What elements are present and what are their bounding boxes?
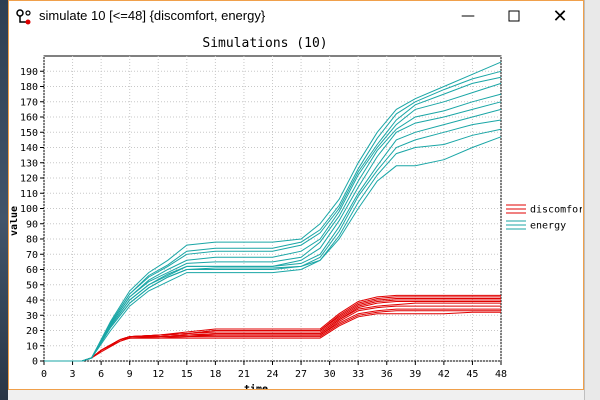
x-tick-label: 42: [438, 369, 450, 380]
discomfort-series-line: [44, 310, 501, 362]
chart-area: Simulations (10) 0 3 6 9 12 15 18 21 24 27 30 33 36 3…: [9, 31, 590, 395]
axes: 0 3 6 9 12 15 18 21 24 27 30 33 36 39 42 45 480102030405…: [20, 67, 507, 380]
energy-series-line: [44, 61, 502, 362]
background-window-edge: [584, 0, 600, 400]
y-tick-label: 160: [20, 113, 38, 124]
y-tick-label: 90: [26, 219, 38, 230]
x-tick-label: 0: [41, 369, 47, 380]
x-tick-label: 45: [466, 369, 478, 380]
y-axis-label: value: [10, 206, 20, 236]
y-tick-label: 150: [20, 128, 38, 139]
x-tick-label: 36: [381, 369, 393, 380]
x-tick-label: 12: [152, 369, 164, 380]
maximize-button[interactable]: [491, 1, 537, 31]
y-tick-label: 60: [26, 265, 38, 276]
app-icon: [16, 9, 31, 25]
x-tick-label: 30: [324, 369, 336, 380]
y-tick-label: 190: [20, 67, 38, 78]
x-tick-label: 33: [352, 369, 364, 380]
window-title: simulate 10 [<=48] {discomfort, energy}: [39, 8, 266, 23]
simulation-chart: Simulations (10) 0 3 6 9 12 15 18 21 24 27 30 33 36 3…: [9, 36, 590, 395]
title-bar[interactable]: simulate 10 [<=48] {discomfort, energy} …: [9, 1, 583, 31]
x-tick-label: 15: [181, 369, 193, 380]
x-tick-label: 27: [295, 369, 307, 380]
y-tick-label: 0: [32, 357, 38, 368]
legend-label-energy: energy: [530, 221, 566, 232]
x-tick-label: 9: [127, 369, 133, 380]
y-tick-label: 30: [26, 311, 38, 322]
energy-series-line: [44, 70, 502, 362]
y-tick-label: 50: [26, 280, 38, 291]
y-tick-label: 170: [20, 97, 38, 108]
y-tick-label: 40: [26, 296, 38, 307]
x-tick-label: 24: [266, 369, 278, 380]
y-tick-label: 10: [26, 341, 38, 352]
y-tick-label: 140: [20, 143, 38, 154]
y-tick-label: 180: [20, 82, 38, 93]
x-tick-label: 3: [70, 369, 76, 380]
energy-series-line: [44, 128, 502, 362]
minimize-button[interactable]: —: [461, 8, 475, 24]
x-tick-label: 21: [238, 369, 250, 380]
grid-lines: [43, 56, 502, 362]
y-tick-label: 20: [26, 326, 38, 337]
legend-label-discomfort: discomfort: [530, 205, 582, 216]
x-tick-label: 48: [495, 369, 507, 380]
close-button[interactable]: ✕: [552, 5, 568, 27]
series-lines: [44, 61, 502, 362]
energy-series-line: [44, 136, 502, 362]
x-axis-label: time: [244, 383, 268, 389]
chart-title: Simulations (10): [202, 36, 327, 51]
energy-series-line: [44, 101, 502, 362]
legend: discomfort energy: [506, 204, 590, 232]
y-tick-label: 110: [20, 189, 38, 200]
x-tick-label: 39: [409, 369, 421, 380]
energy-series-line: [44, 82, 502, 362]
maximize-icon: [508, 10, 520, 22]
background-window-edge-bottom: [8, 390, 584, 400]
y-tick-label: 100: [20, 204, 38, 215]
discomfort-series-line: [44, 294, 501, 362]
y-tick-label: 130: [20, 158, 38, 169]
x-tick-label: 6: [98, 369, 104, 380]
x-tick-label: 18: [209, 369, 221, 380]
y-tick-label: 120: [20, 174, 38, 185]
y-tick-label: 80: [26, 235, 38, 246]
y-tick-label: 70: [26, 250, 38, 261]
simulation-window: simulate 10 [<=48] {discomfort, energy} …: [8, 0, 590, 395]
